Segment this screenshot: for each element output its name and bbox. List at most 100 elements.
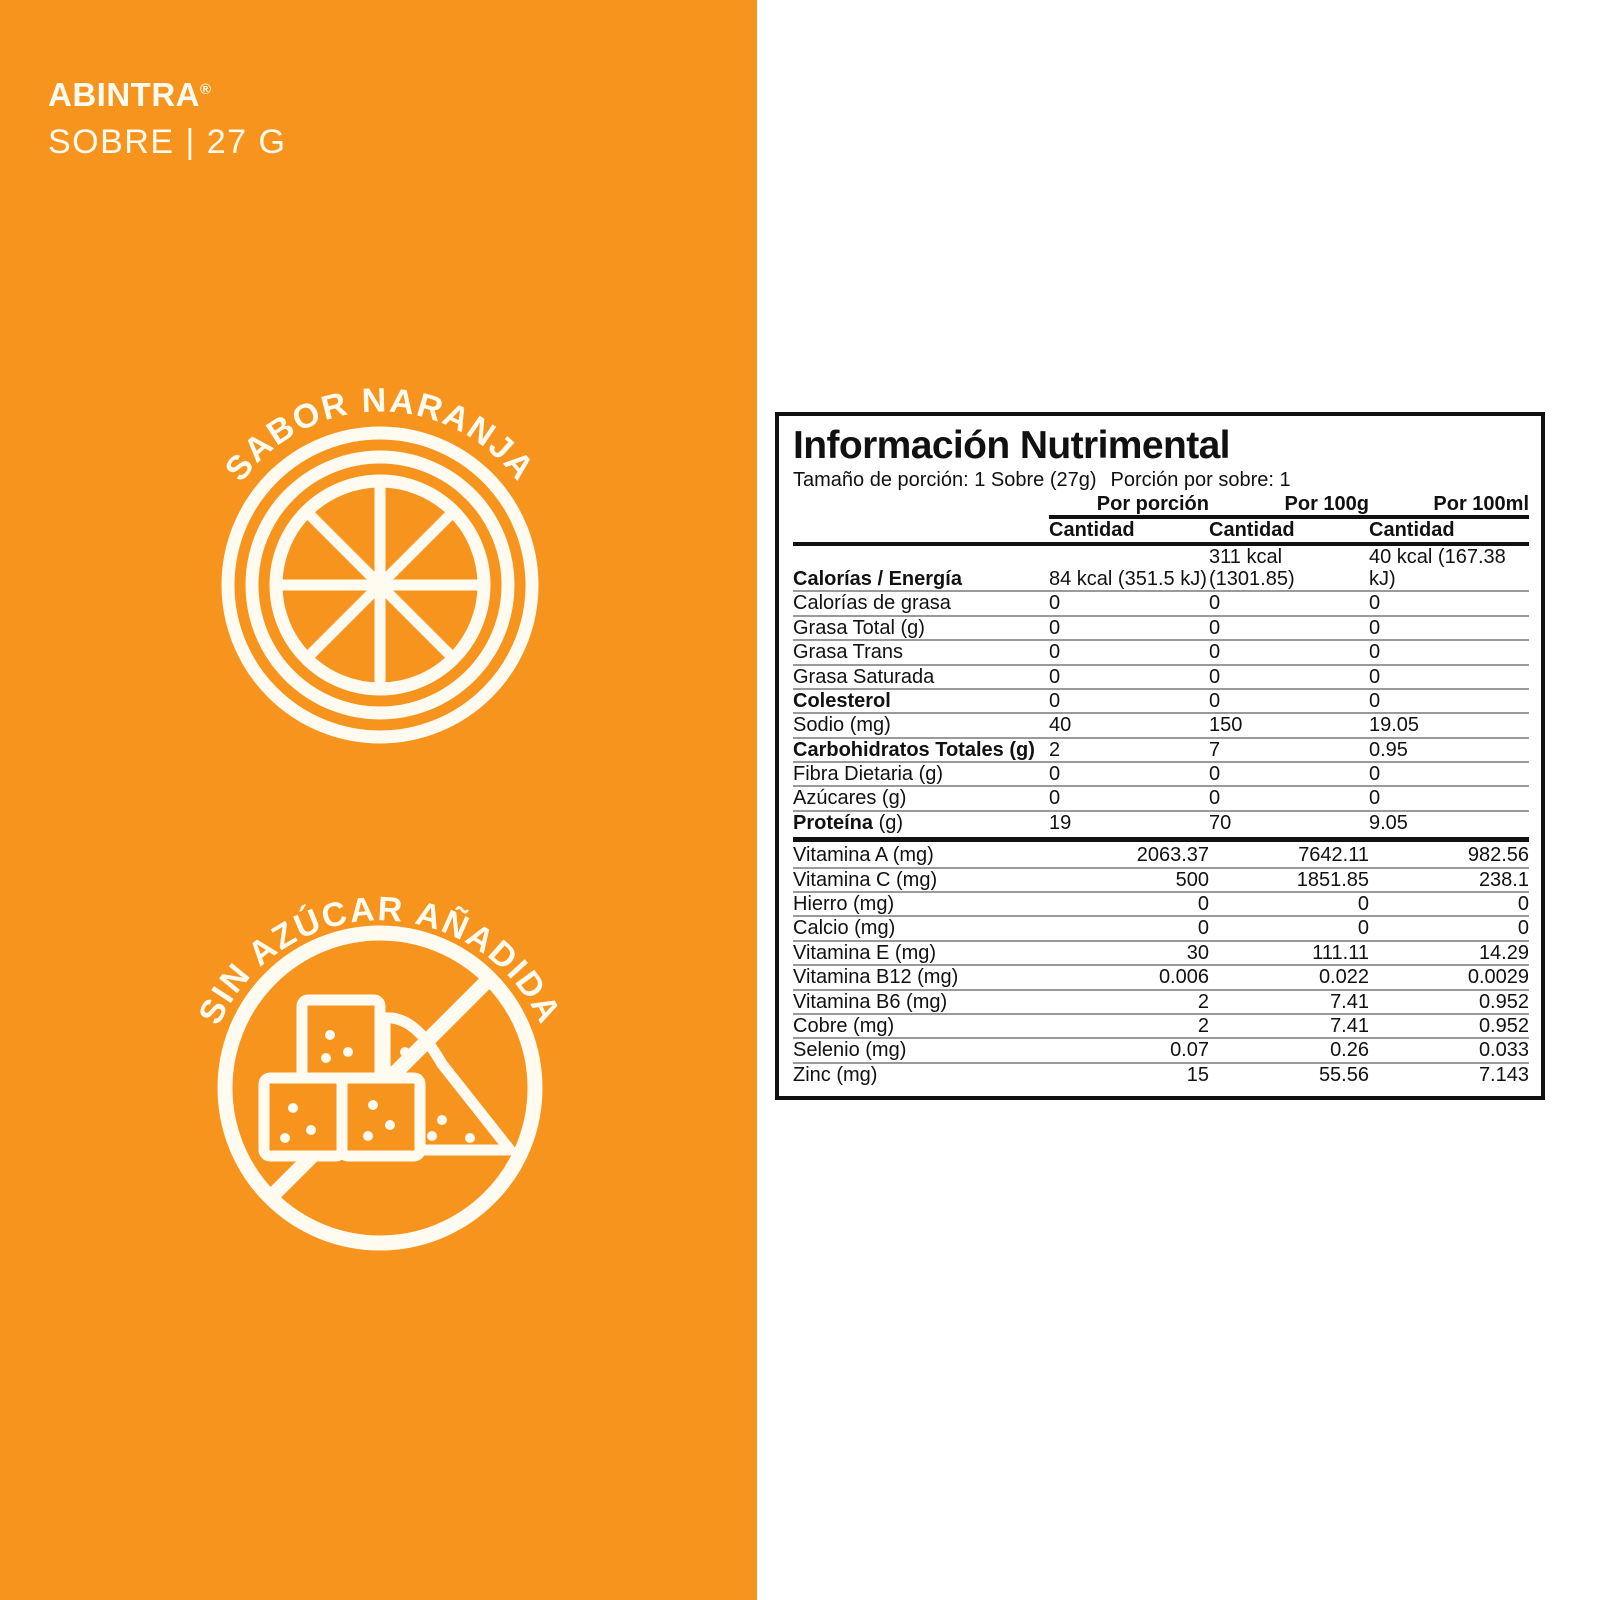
nutrient-value-col3: 19.05 — [1369, 713, 1529, 739]
brand-name-text: ABINTRA — [48, 76, 200, 113]
table-row: Fibra Dietaria (g) 0 0 0 — [793, 762, 1529, 788]
micronutrient-value-col1: 500 — [1049, 867, 1209, 894]
micronutrient-value-col2: 7.41 — [1209, 1013, 1369, 1040]
micronutrient-value-col2: 111.11 — [1209, 940, 1369, 967]
brand-subtitle: SOBRE | 27 G — [48, 123, 287, 161]
micronutrient-name: Cobre (mg) — [793, 1013, 1049, 1040]
nutrient-value-col1: 0 — [1049, 762, 1209, 788]
micronutrient-name: Vitamina C (mg) — [793, 867, 1049, 894]
nutrient-name: Proteína (g) — [793, 811, 904, 834]
column-header-por-100g: Por 100g — [1209, 492, 1369, 520]
servings-per-container: Porción por sobre: 1 — [1110, 468, 1291, 491]
table-row: Vitamina B12 (mg) 0.006 0.022 0.0029 — [793, 965, 1529, 991]
nutrient-value-col2: 0 — [1209, 786, 1369, 812]
table-header-row-columns: Por porción Por 100g Por 100ml — [793, 492, 1529, 520]
nutrient-value-col2: 0 — [1209, 688, 1369, 715]
nutrition-vitamin-rows: Vitamina A (mg) 2063.37 7642.11 982.56 Vitam… — [793, 844, 1529, 1086]
micronutrient-name: Vitamina B12 (mg) — [793, 965, 1049, 991]
table-row: Calorías de grasa 0 0 0 — [793, 591, 1529, 617]
table-row: Vitamina B6 (mg) 2 7.41 0.952 — [793, 989, 1529, 1015]
micronutrient-value-col2: 1851.85 — [1209, 867, 1369, 894]
nutrient-value-col1: 0 — [1049, 615, 1209, 642]
table-row: Sodio (mg) 40 150 19.05 — [793, 713, 1529, 739]
table-row: Grasa Saturada 0 0 0 — [793, 664, 1529, 690]
nutrient-value-col1: 2 — [1049, 737, 1209, 764]
nutrition-facts-panel: Información Nutrimental Tamaño de porció… — [775, 412, 1545, 1101]
micronutrient-value-col3: 7.143 — [1478, 1063, 1529, 1086]
micronutrient-name: Zinc (mg) — [793, 1063, 878, 1086]
micronutrient-value-col1: 0 — [1049, 916, 1209, 942]
micronutrient-value-col1: 0 — [1049, 892, 1209, 918]
nutrition-main-rows: Calorías / Energía 84 kcal (351.5 kJ) 311 … — [793, 543, 1529, 835]
nutrient-value-col1: 40 — [1049, 713, 1209, 739]
micronutrient-value-col3: 0 — [1369, 916, 1529, 942]
nutrient-value-col3: 0.95 — [1369, 737, 1529, 764]
table-row: Calcio (mg) 0 0 0 — [793, 916, 1529, 942]
table-row: Proteína (g) 19 70 9.05 — [793, 811, 1529, 834]
micronutrient-value-col2: 0 — [1209, 892, 1369, 918]
micronutrient-value-col3: 0.033 — [1369, 1038, 1529, 1064]
micronutrient-value-col2: 55.56 — [1318, 1063, 1369, 1086]
nutrient-name: Fibra Dietaria (g) — [793, 762, 1049, 788]
table-row: Selenio (mg) 0.07 0.26 0.033 — [793, 1038, 1529, 1064]
nutrition-table-vitamins: Vitamina A (mg) 2063.37 7642.11 982.56 Vitam… — [793, 844, 1529, 1086]
micronutrient-value-col1: 2 — [1049, 1013, 1209, 1040]
micronutrient-value-col2: 0.022 — [1209, 965, 1369, 991]
micronutrient-value-col3: 0 — [1369, 892, 1529, 918]
micronutrient-value-col3: 0.0029 — [1369, 965, 1529, 991]
micronutrient-value-col3: 14.29 — [1369, 940, 1529, 967]
orange-slice-icon — [221, 426, 539, 744]
table-row: Calorías / Energía 84 kcal (351.5 kJ) 311 … — [793, 543, 1529, 593]
nutrient-value-col3: 0 — [1369, 640, 1529, 666]
column-header-por-porcion: Por porción — [1049, 492, 1209, 520]
column-header-por-100ml: Por 100ml — [1369, 492, 1529, 520]
orange-brand-panel: ABINTRA® SOBRE | 27 G SABOR NARANJA — [0, 0, 757, 1600]
micronutrient-value-col2: 7642.11 — [1209, 844, 1369, 869]
nutrient-value-col1: 0 — [1049, 591, 1209, 617]
table-row: Colesterol 0 0 0 — [793, 688, 1529, 715]
nutrient-value-col1: 84 kcal (351.5 kJ) — [1049, 543, 1209, 593]
serving-info: Tamaño de porción: 1 Sobre (27g) Porción … — [793, 469, 1529, 491]
nutrient-value-col3: 0 — [1369, 762, 1529, 788]
cantidad-label-3: Cantidad — [1369, 517, 1529, 546]
micronutrient-value-col3: 0.952 — [1369, 989, 1529, 1015]
table-row: Grasa Total (g) 0 0 0 — [793, 615, 1529, 642]
nutrient-value-col1: 0 — [1049, 640, 1209, 666]
cantidad-spacer — [793, 517, 1049, 546]
nutrient-value-col2: 0 — [1209, 591, 1369, 617]
nutrient-name: Grasa Total (g) — [793, 615, 1049, 642]
nutrient-value-col1: 0 — [1049, 786, 1209, 812]
header-spacer — [793, 493, 1049, 517]
nutrient-value-col3: 0 — [1369, 786, 1529, 812]
nutrient-name: Carbohidratos Totales (g) — [793, 737, 1049, 764]
nutrient-value-col2: 150 — [1209, 713, 1369, 739]
badge-sabor-naranja: SABOR NARANJA — [180, 330, 580, 750]
nutrient-value-col2: 70 — [1209, 811, 1232, 834]
badge-sin-azucar-anadida: SIN AZÚCAR AÑADIDA — [180, 820, 580, 1280]
nutrient-value-col3: 9.05 — [1369, 811, 1408, 834]
micronutrient-name: Vitamina E (mg) — [793, 940, 1049, 967]
micronutrient-value-col1: 30 — [1049, 940, 1209, 967]
cantidad-label-2: Cantidad — [1209, 517, 1369, 546]
micronutrient-value-col3: 238.1 — [1369, 867, 1529, 894]
nutrient-value-col3: 0 — [1369, 615, 1529, 642]
micronutrient-name: Vitamina B6 (mg) — [793, 989, 1049, 1015]
nutrient-value-col1: 19 — [1049, 811, 1072, 834]
table-row: Hierro (mg) 0 0 0 — [793, 892, 1529, 918]
nutrient-value-col3: 0 — [1369, 688, 1529, 715]
micronutrient-value-col2: 0 — [1209, 916, 1369, 942]
nutrient-name: Grasa Saturada — [793, 664, 1049, 690]
micronutrient-name: Calcio (mg) — [793, 916, 1049, 942]
nutrient-name: Colesterol — [793, 688, 1049, 715]
table-header-row-cantidad: Cantidad Cantidad Cantidad — [793, 517, 1529, 546]
micronutrient-value-col2: 0.26 — [1209, 1038, 1369, 1064]
brand-block: ABINTRA® SOBRE | 27 G — [48, 78, 286, 159]
table-row: Zinc (mg) 15 55.56 7.143 — [793, 1063, 1529, 1086]
nutrient-name: Azúcares (g) — [793, 786, 1049, 812]
micronutrient-value-col1: 0.07 — [1049, 1038, 1209, 1064]
table-row: Grasa Trans 0 0 0 — [793, 640, 1529, 666]
nutrient-value-col1: 0 — [1049, 688, 1209, 715]
nutrient-name: Grasa Trans — [793, 640, 1049, 666]
micronutrient-value-col3: 0.952 — [1369, 1013, 1529, 1040]
table-row: Cobre (mg) 2 7.41 0.952 — [793, 1013, 1529, 1040]
